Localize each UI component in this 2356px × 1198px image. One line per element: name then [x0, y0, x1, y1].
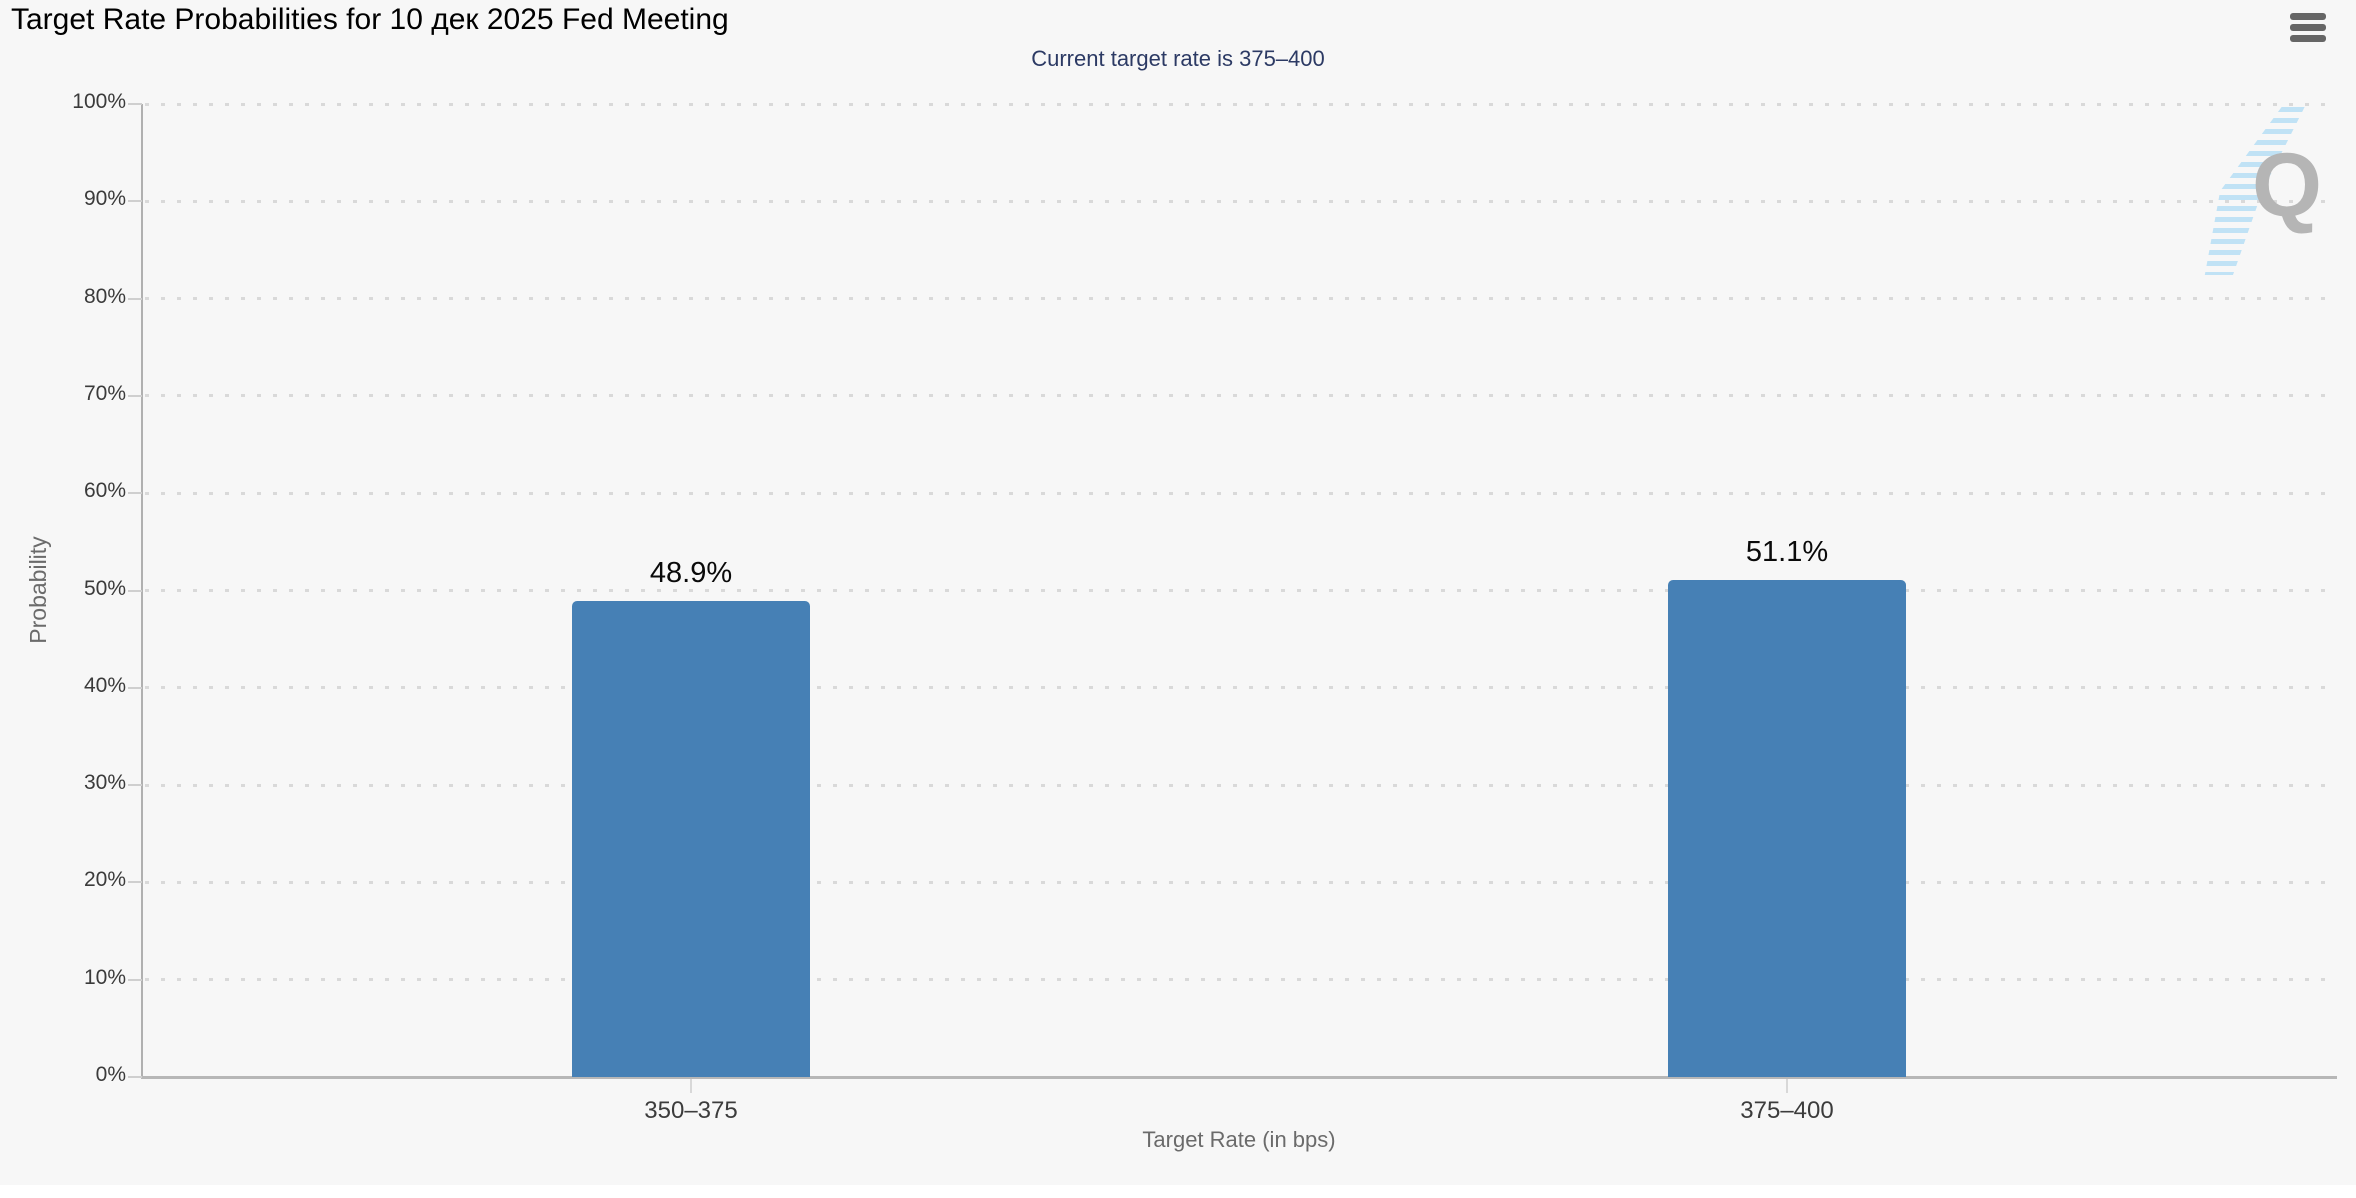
y-axis-tick — [128, 686, 142, 689]
x-axis-tick — [690, 1079, 692, 1093]
hamburger-menu-icon — [2290, 13, 2328, 42]
y-gridline — [145, 102, 2335, 106]
chart-title: Target Rate Probabilities for 10 дек 202… — [11, 3, 729, 36]
probability-bar[interactable] — [1668, 579, 1906, 1077]
bar-value-label: 51.1% — [1745, 535, 1829, 568]
y-axis-tick-label: 80% — [83, 284, 126, 308]
probability-bar[interactable] — [572, 601, 810, 1077]
y-axis-tick-label: 0% — [95, 1063, 126, 1086]
y-gridline — [145, 686, 2335, 690]
y-axis-tick-label: 60% — [83, 479, 126, 503]
y-axis-tick-label: 20% — [83, 868, 126, 892]
y-gridline — [145, 978, 2335, 982]
y-axis-tick — [128, 881, 142, 884]
y-axis-tick-label: 70% — [83, 381, 126, 405]
y-axis-tick-label: 10% — [83, 965, 126, 989]
y-gridline — [145, 199, 2335, 203]
y-axis-tick — [128, 103, 142, 105]
x-axis-category-label: 350–375 — [644, 1097, 738, 1124]
chart-subtitle: Current target rate is 375–400 — [1031, 46, 1325, 71]
y-axis-tick-label: 40% — [83, 673, 126, 697]
y-gridline — [145, 783, 2335, 787]
y-gridline — [145, 491, 2335, 495]
y-gridline — [145, 880, 2335, 884]
y-axis-line — [141, 104, 143, 1077]
x-axis-title: Target Rate (in bps) — [1142, 1127, 1336, 1152]
x-axis-category-label: 375–400 — [1740, 1097, 1834, 1124]
y-gridline — [145, 297, 2335, 301]
y-axis-tick — [128, 394, 142, 397]
x-axis-tick — [1786, 1079, 1788, 1093]
y-axis-tick — [128, 784, 142, 787]
plot-area: 0% 10% 20% 30% 40% 50% 60% 70% 80% 90% 100% 48.9% 35… — [72, 90, 2337, 1124]
bar-value-label: 48.9% — [649, 557, 733, 590]
y-axis-tick-label: 30% — [83, 771, 126, 795]
y-axis-tick-label: 90% — [83, 187, 126, 211]
x-axis-line — [141, 1076, 2337, 1079]
y-axis-title: Probability — [25, 536, 51, 644]
y-axis-tick — [128, 200, 142, 203]
chart-context-menu-button[interactable] — [2290, 13, 2328, 43]
y-axis-tick-label: 100% — [72, 90, 126, 113]
y-gridline — [145, 394, 2335, 398]
y-gridline — [145, 589, 2335, 592]
y-axis-tick — [128, 297, 142, 300]
y-axis-tick — [128, 978, 142, 981]
y-axis-tick — [128, 1076, 142, 1078]
y-axis-tick-label: 50% — [83, 576, 126, 600]
y-axis-tick — [128, 589, 142, 592]
y-axis-tick — [128, 492, 142, 495]
